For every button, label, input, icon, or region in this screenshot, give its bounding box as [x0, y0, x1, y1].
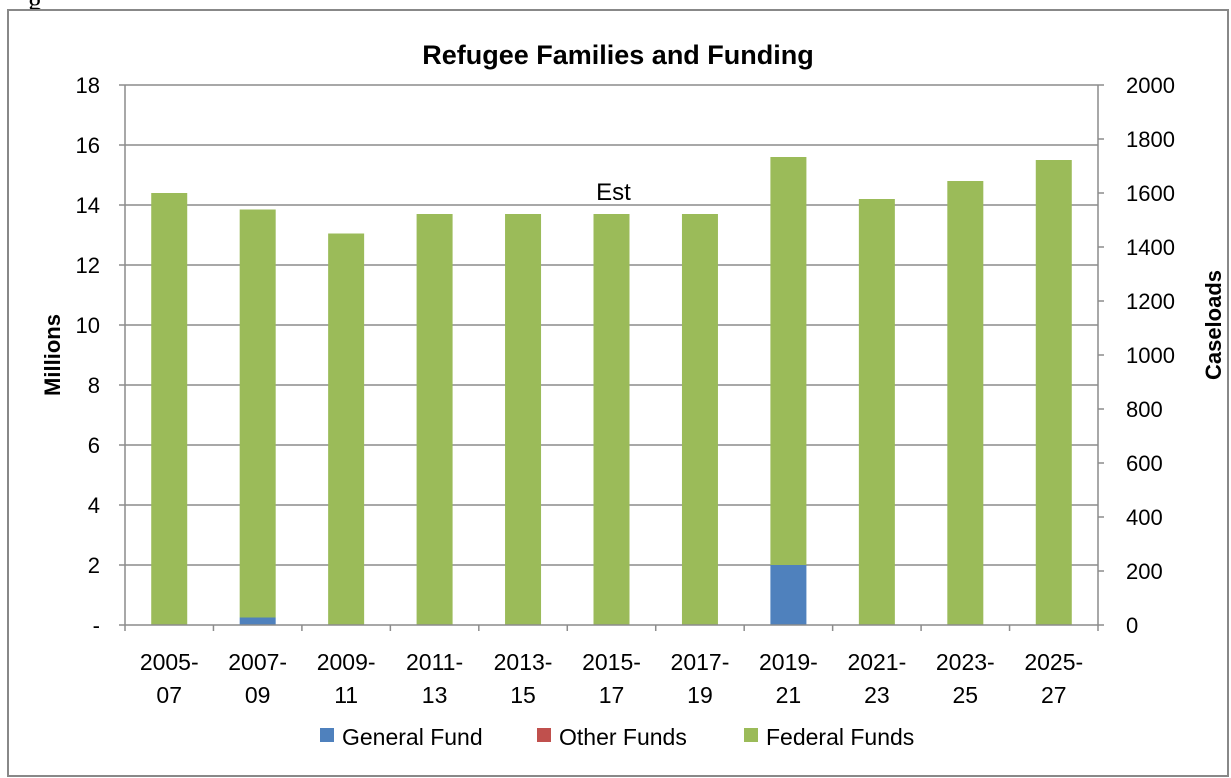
x-tick-label: 2013-15	[494, 649, 553, 708]
bar-general-fund-7	[770, 565, 807, 625]
legend-label-federal-funds: Federal Funds	[766, 724, 914, 750]
y-tick-label: 16	[76, 133, 100, 158]
y2-tick-label: 1000	[1126, 343, 1175, 368]
bar-federal-funds-3	[416, 214, 453, 625]
x-tick-label: 2023-25	[936, 649, 995, 708]
bar-general-fund-1	[239, 617, 276, 625]
chart-title: Refugee Families and Funding	[422, 40, 814, 70]
y-tick-label: 2	[88, 553, 100, 578]
x-tick-label: 2025-27	[1024, 649, 1083, 708]
bar-federal-funds-2	[328, 233, 365, 625]
bar-federal-funds-6	[681, 214, 718, 625]
x-tick-label: 2019-21	[759, 649, 818, 708]
x-tick-label: 2017-19	[671, 649, 730, 708]
y-tick-label: 18	[76, 73, 100, 98]
x-tick-label: 2021-23	[847, 649, 906, 708]
bar-federal-funds-0	[151, 193, 188, 625]
annotation-est: Est	[596, 179, 631, 206]
bar-federal-funds-1	[239, 209, 276, 618]
legend-swatch-other-funds	[537, 728, 551, 742]
y-tick-label: 12	[76, 253, 100, 278]
y-axis-label: Millions	[40, 314, 65, 396]
legend-swatch-federal-funds	[744, 728, 758, 742]
bar-federal-funds-10	[1035, 160, 1072, 625]
y2-tick-label: 1600	[1126, 181, 1175, 206]
y2-tick-label: 1400	[1126, 235, 1175, 260]
legend-label-general-fund: General Fund	[342, 724, 483, 750]
y2-tick-label: 400	[1126, 505, 1163, 530]
x-tick-label: 2015-17	[582, 649, 641, 708]
y2-axis-label: Caseloads	[1201, 270, 1226, 380]
legend-label-other-funds: Other Funds	[559, 724, 687, 750]
y-tick-label: 14	[76, 193, 100, 218]
x-tick-label: 2009-11	[317, 649, 376, 708]
bar-federal-funds-4	[505, 214, 542, 625]
y2-tick-label: 0	[1126, 613, 1138, 638]
y2-tick-label: 2000	[1126, 73, 1175, 98]
x-tick-label: 2011-13	[406, 649, 463, 708]
x-tick-label: 2005-07	[140, 649, 199, 708]
bar-federal-funds-9	[947, 181, 984, 625]
legend-swatch-general-fund	[320, 728, 334, 742]
y2-tick-label: 800	[1126, 397, 1163, 422]
bar-federal-funds-5	[593, 214, 630, 625]
y-axis-ticks: - 2 4 6 8 10 12 14 16 18	[76, 73, 125, 638]
y2-tick-label: 1800	[1126, 127, 1175, 152]
y-tick-label: 10	[76, 313, 100, 338]
y-tick-label: 6	[88, 433, 100, 458]
y2-tick-label: 1200	[1126, 289, 1175, 314]
y-tick-label: 8	[88, 373, 100, 398]
y-tick-label: -	[93, 613, 100, 638]
x-axis-ticks: 2005-07 2007-09 2009-11 2011-13 2013-15 2015-…	[124, 625, 1099, 708]
bars	[151, 157, 1072, 625]
y2-axis-ticks: 0 200 400 600 800 1000 1200 1400 1600 1800 2000	[1098, 73, 1175, 638]
y-tick-label: 4	[88, 493, 100, 518]
legend: General Fund Other Funds Federal Funds	[320, 724, 914, 750]
bar-federal-funds-7	[770, 157, 807, 565]
x-tick-label: 2007-09	[228, 649, 287, 708]
bar-federal-funds-8	[858, 199, 895, 625]
y2-tick-label: 600	[1126, 451, 1163, 476]
y2-tick-label: 200	[1126, 559, 1163, 584]
